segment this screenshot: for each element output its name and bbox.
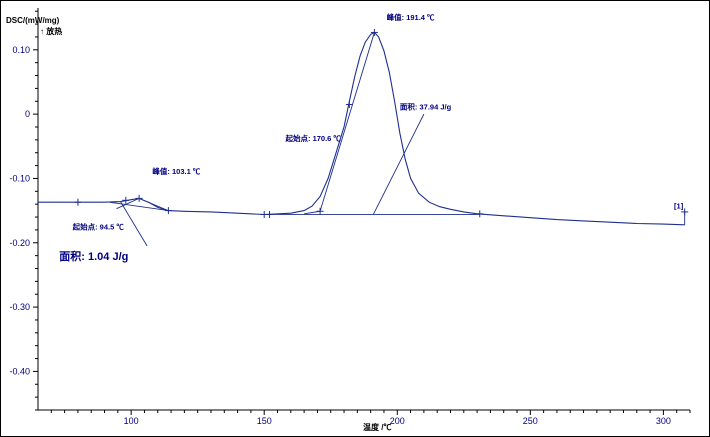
y-tick-label: -0.30 <box>9 302 30 312</box>
y-tick-label: 0.10 <box>12 45 30 55</box>
curve-marker <box>135 194 143 202</box>
annotation-label: [1] <box>674 202 684 211</box>
y-tick-label: -0.20 <box>9 238 30 248</box>
curve-marker <box>74 198 82 206</box>
curve-marker <box>122 196 130 204</box>
baseline-segment <box>116 197 140 210</box>
curve-marker <box>370 28 378 36</box>
x-tick-label: 150 <box>257 416 272 426</box>
baseline-segment <box>109 201 169 212</box>
curve-marker <box>164 207 172 215</box>
y-tick-label: -0.10 <box>9 173 30 183</box>
x-tick-label: 300 <box>656 416 671 426</box>
annotation-label: 面积: 1.04 J/g <box>59 249 128 263</box>
series-layer <box>38 31 685 226</box>
x-tick-label: 250 <box>523 416 538 426</box>
annotation-label: 峰值: 103.1 ℃ <box>152 166 200 176</box>
curve-marker <box>476 210 484 218</box>
markers-layer <box>74 28 689 218</box>
curve-marker <box>681 208 689 216</box>
annotation-label: 面积: 37.94 J/g <box>400 102 452 112</box>
y-tick-label: 0 <box>25 109 30 119</box>
dsc-curve <box>38 31 685 226</box>
annotation-label: 起始点: 94.5 ℃ <box>72 221 125 231</box>
x-tick-label: 200 <box>390 416 405 426</box>
x-axis-label: 温度 /℃ <box>363 422 391 432</box>
curve-marker <box>316 207 324 215</box>
y-axis-sublabel: ↑ 放热 <box>40 26 62 36</box>
baselines <box>109 32 686 247</box>
y-tick-label: -0.40 <box>9 366 30 376</box>
annotation-label: 峰值: 191.4 ℃ <box>387 12 435 22</box>
curve-marker <box>345 100 353 108</box>
curve-marker <box>266 210 274 218</box>
baseline-segment <box>372 113 425 215</box>
baseline-segment <box>319 32 375 212</box>
baseline-segment <box>120 201 148 247</box>
axes: 100 150 200 250 300 0.10 0 -0.10 -0.20 -0.30 -0.40 <box>9 8 691 426</box>
annotation-label: 起始点: 170.6 ℃ <box>284 133 341 143</box>
x-tick-label: 100 <box>124 416 139 426</box>
annotations-layer: 峰值: 103.1 ℃ 起始点: 94.5 ℃ 面积: 1.04 J/g 起始点: 1… <box>59 12 683 263</box>
y-axis-label: DSC/(mW/mg) <box>6 16 60 25</box>
